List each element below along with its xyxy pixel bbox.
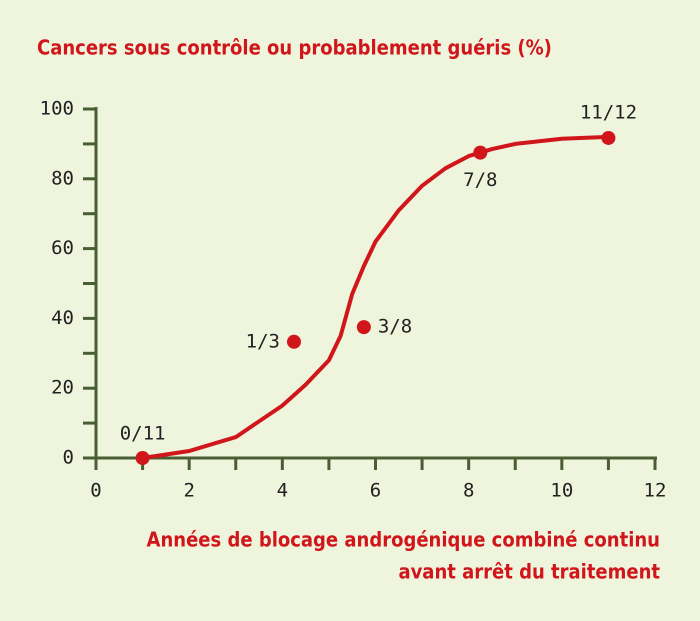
- x-tick-label: 12: [644, 480, 667, 502]
- chart-title: Cancers sous contrôle ou probablement gu…: [37, 36, 552, 60]
- fitted-curve: [140, 134, 611, 460]
- y-tick-label: 80: [51, 167, 74, 189]
- x-tick-label: 8: [463, 480, 474, 502]
- y-tick-label: 0: [63, 447, 74, 469]
- y-tick-label: 60: [51, 237, 74, 259]
- data-point: [135, 451, 150, 465]
- y-tick-label: 40: [51, 307, 74, 329]
- point-label: 1/3: [246, 330, 280, 352]
- y-tick-label: 20: [51, 377, 74, 399]
- x-tick-label: 10: [550, 480, 573, 502]
- x-tick-label: 2: [183, 480, 194, 502]
- x-tick-label: 4: [277, 480, 288, 502]
- point-label: 7/8: [463, 169, 497, 191]
- data-point: [286, 334, 301, 349]
- x-axis-label: avant arrêt du traitement: [398, 560, 660, 584]
- y-tick-label: 100: [40, 98, 74, 120]
- data-point: [601, 130, 616, 145]
- x-tick-label: 0: [90, 480, 101, 502]
- x-axis-label: Années de blocage androgénique combiné c…: [147, 528, 660, 552]
- data-point: [356, 320, 371, 335]
- point-label: 11/12: [580, 101, 637, 123]
- point-label: 3/8: [378, 316, 412, 338]
- data-point: [473, 145, 488, 160]
- point-label: 0/11: [120, 423, 166, 445]
- x-tick-label: 6: [370, 480, 381, 502]
